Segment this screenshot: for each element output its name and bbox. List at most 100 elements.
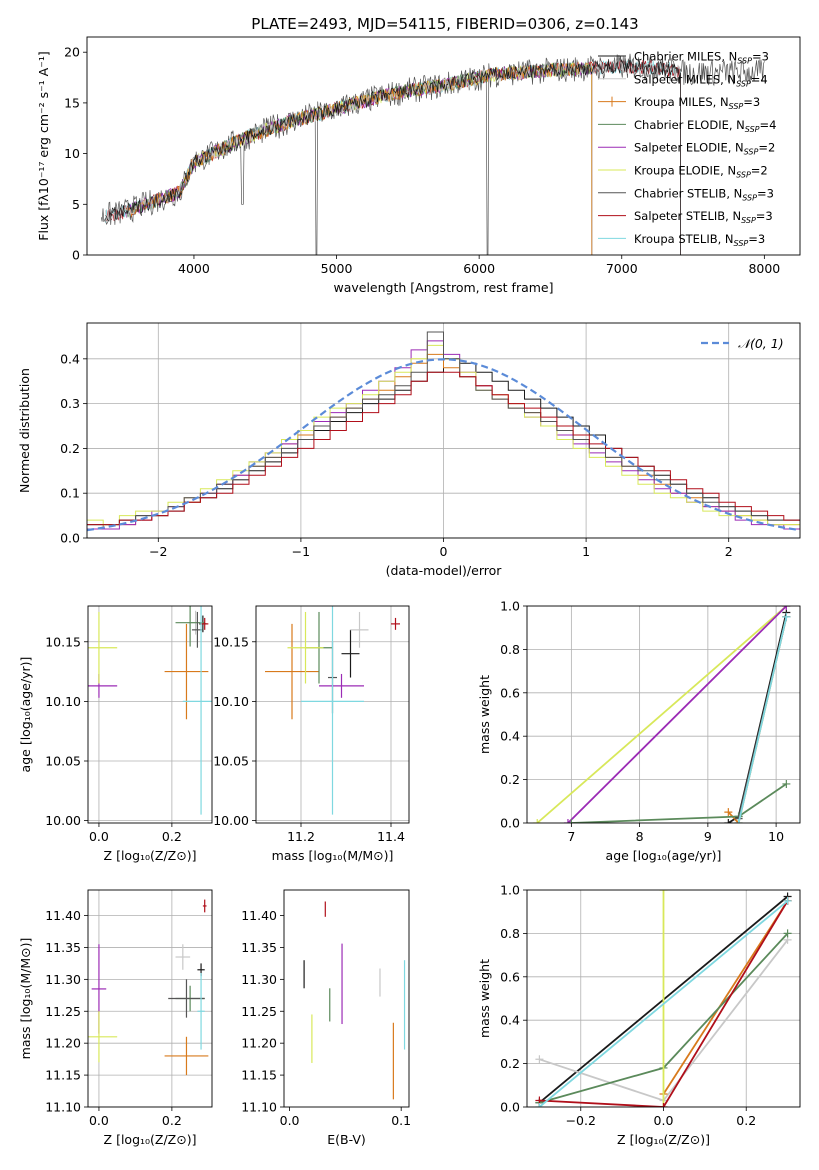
legend-nssp: =3 [757, 186, 774, 200]
y-tick-label: 11.30 [241, 972, 277, 987]
y-tick-label: 0.2 [500, 1056, 520, 1071]
y-axis-label: Flux [fλ10⁻¹⁷ erg cm⁻² s⁻¹ A⁻¹] [36, 51, 51, 240]
x-tick-label: 7000 [606, 261, 638, 276]
x-axis-label: E(B-V) [327, 1132, 366, 1147]
y-axis-label: mass weight [477, 675, 492, 754]
y-tick-label: 15 [64, 95, 80, 110]
y-axis-label: mass weight [477, 959, 492, 1038]
legend: 𝒩(0, 1) [701, 336, 784, 351]
x-tick-label: 11.2 [287, 829, 315, 844]
histogram-salpeter-stelib [87, 371, 800, 526]
weight-marker [782, 606, 791, 610]
legend: Chabrier MILES, NSSP=3 Salpeter MILES, NS… [598, 50, 776, 248]
plot-area [100, 53, 765, 255]
y-tick-label: 10.15 [213, 634, 249, 649]
y-tick-label: 11.30 [45, 972, 81, 987]
legend-subscript: SSP [742, 193, 757, 202]
x-tick-label: 6000 [463, 261, 495, 276]
errorbar-point [88, 611, 118, 684]
x-axis-label: age [log₁₀(age/yr)] [606, 848, 722, 863]
weight-marker [782, 612, 791, 621]
x-axis-label: wavelength [Angstrom, rest frame] [333, 280, 553, 295]
errorbar-point [341, 629, 360, 678]
legend-subscript: SSP [744, 148, 759, 157]
errorbar-point [164, 1036, 209, 1076]
x-tick-label: 0 [440, 544, 448, 559]
weight-marker [659, 1103, 668, 1107]
y-tick-label: 11.15 [45, 1068, 81, 1083]
y-tick-label: 10.00 [213, 813, 249, 828]
errorbar-point [175, 944, 191, 970]
x-tick-label: 1 [582, 544, 590, 559]
x-tick-label: −1 [292, 544, 310, 559]
legend-subscript: SSP [729, 102, 744, 111]
y-tick-label: 0.3 [60, 396, 80, 411]
plot-area [527, 606, 800, 823]
weight-marker [734, 819, 743, 823]
y-tick-label: 0.4 [500, 729, 520, 744]
weight-line-kroupa-stelib [737, 616, 788, 823]
x-tick-label: 0.2 [162, 829, 182, 844]
legend-subscript: SSP [736, 171, 751, 180]
x-tick-label: 7 [567, 829, 575, 844]
plot-area [256, 606, 409, 823]
weight-marker [783, 896, 792, 905]
plot-area [88, 606, 212, 823]
weight-line-kroupa-elodie [536, 606, 787, 823]
legend-subscript: SSP [745, 125, 760, 134]
errorbar-point [287, 611, 324, 684]
panel-spectrum: 4000 5000 6000 7000 8000 0 5 10 15 20 wavelength [… [36, 36, 801, 295]
weight-line-chabrier-elodie [571, 783, 787, 823]
y-tick-label: 10.05 [45, 754, 81, 769]
y-tick-label: 20 [64, 45, 80, 60]
y-tick-label: 11.10 [45, 1100, 81, 1115]
weight-marker [535, 1055, 544, 1064]
x-tick-label: −2 [149, 544, 167, 559]
weight-line-salpeter-elodie [567, 606, 788, 823]
y-tick-label: 11.15 [241, 1068, 277, 1083]
legend-nssp: =4 [760, 118, 777, 132]
y-axis-label: Normed distribution [17, 368, 32, 493]
errorbar-point [182, 606, 212, 815]
x-tick-label: 8000 [748, 261, 780, 276]
y-tick-label: 11.35 [241, 940, 277, 955]
legend-nssp: =3 [756, 209, 773, 223]
y-tick-label: 0.6 [500, 685, 520, 700]
panel-age_vs_mass: 11.2 11.4 10.00 10.05 10.10 10.15 mass [log₁₀(… [213, 605, 410, 863]
legend-label: Salpeter ELODIE, NSSP=2 [634, 141, 775, 157]
panel-mass_vs_ebv: 0.0 0.1 11.10 11.15 11.20 11.25 11.30 11.35 11.4… [241, 889, 411, 1147]
y-tick-label: 0.2 [500, 772, 520, 787]
y-tick-label: 11.20 [241, 1036, 277, 1051]
axes-frame [526, 605, 801, 824]
x-tick-label: 5000 [321, 261, 353, 276]
errorbar-point [319, 673, 364, 698]
weight-marker [783, 929, 792, 938]
x-tick-label: 4000 [178, 261, 210, 276]
weight-line-salpeter-stelib [539, 900, 789, 1107]
errorbar-point [202, 899, 207, 913]
y-tick-label: 0.4 [500, 1013, 520, 1028]
y-tick-label: 11.35 [45, 940, 81, 955]
axes-frame [526, 889, 801, 1108]
legend-label: Kroupa MILES, NSSP=3 [634, 95, 760, 111]
x-tick-label: 0.0 [89, 1113, 109, 1128]
x-tick-label: 0.2 [736, 1113, 756, 1128]
plot-area [303, 901, 406, 1100]
weight-marker [533, 819, 542, 823]
y-axis-label: age [log₁₀(age/yr)] [18, 657, 33, 773]
y-tick-label: 11.20 [45, 1036, 81, 1051]
y-tick-label: 0.8 [500, 926, 520, 941]
axes-frame [87, 605, 213, 824]
y-tick-label: 0.0 [60, 531, 80, 546]
y-tick-label: 11.25 [45, 1004, 81, 1019]
x-axis-label: Z [log₁₀(Z/Z⊙)] [617, 1132, 710, 1147]
legend-label: Kroupa STELIB, NSSP=3 [634, 232, 765, 248]
axes-frame [86, 322, 801, 539]
x-axis-label: mass [log₁₀(M/M⊙)] [272, 848, 394, 863]
weight-marker [724, 808, 733, 817]
y-tick-label: 0 [72, 248, 80, 263]
weight-marker [567, 819, 576, 823]
legend-nssp: =3 [748, 232, 765, 246]
legend-nssp: =3 [743, 95, 760, 109]
